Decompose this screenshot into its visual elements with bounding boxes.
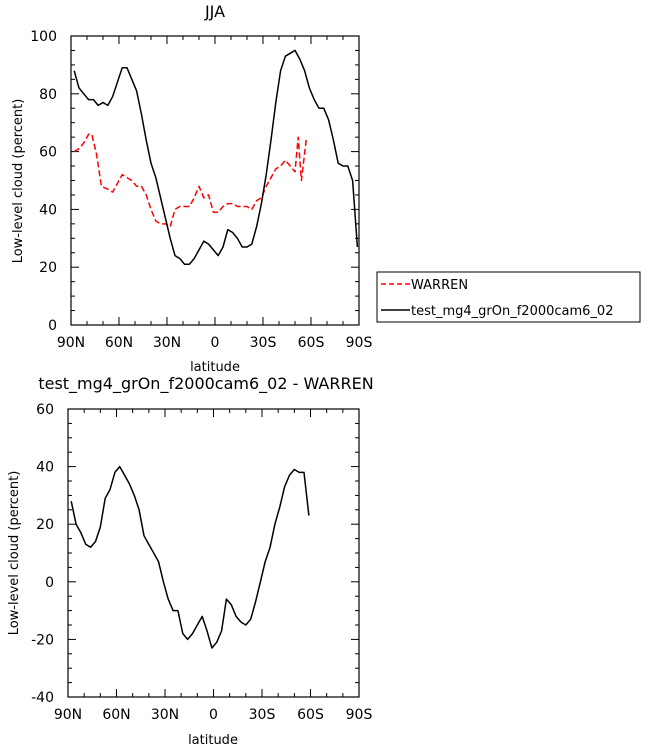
chart-bottom-ytick-label: 0 [45, 575, 54, 591]
chart-bottom-xtick-label: 90S [346, 707, 373, 723]
chart-top-xtick-label: 60N [105, 335, 133, 351]
chart-top-ytick-label: 100 [30, 29, 57, 45]
chart-bottom-xtick-label: 60N [102, 707, 130, 723]
chart-top-ytick-label: 80 [39, 87, 57, 103]
chart-top-series-line-1 [73, 49, 359, 266]
chart-bottom-xtick-label: 60S [297, 707, 324, 723]
chart-bottom-ytick-label: 40 [36, 460, 54, 476]
chart-top-ytick-label: 60 [39, 145, 57, 161]
chart-top-xtick-label: 60S [298, 335, 325, 351]
chart-bottom-xtick-label: 90N [54, 707, 82, 723]
chart-bottom-xtick-label: 30S [249, 707, 276, 723]
chart-top-xtick-label: 90N [57, 335, 85, 351]
chart-bottom-series-line-0 [70, 465, 310, 649]
chart-top-xlabel: latitude [190, 360, 240, 375]
chart-top-ytick-label: 0 [48, 318, 57, 334]
chart-bottom-xtick-label: 30N [151, 707, 179, 723]
chart-top-ylabel: Low-level cloud (percent) [11, 99, 26, 264]
chart-bottom-title: test_mg4_grOn_f2000cam6_02 - WARREN [38, 374, 373, 394]
chart-bottom-ytick-label: 20 [36, 517, 54, 533]
chart-top-series-line-0 [73, 133, 307, 228]
chart-top-legend: WARREN test_mg4_grOn_f2000cam6_02 [376, 271, 641, 323]
legend-label-model: test_mg4_grOn_f2000cam6_02 [411, 304, 613, 319]
chart-top-plot-frame [70, 35, 360, 326]
chart-bottom-ytick-label: -20 [31, 632, 54, 648]
chart-top-series [73, 49, 359, 266]
chart-top-ytick-label: 40 [39, 202, 57, 218]
legend-label-warren: WARREN [411, 278, 468, 293]
chart-bottom-plot-frame [67, 408, 360, 698]
chart-top-xtick-label: 30N [153, 335, 181, 351]
chart-bottom-ylabel: Low-level cloud (percent) [7, 471, 22, 636]
chart-bottom-series [70, 465, 310, 649]
chart-top-xtick-label: 30S [250, 335, 277, 351]
chart-top-title: JJA [204, 2, 225, 21]
legend-box [376, 271, 641, 323]
chart-top-jja: JJA 90N 60N 30N 0 30S 60S 90S 0 20 40 60 80 100 lati… [11, 2, 641, 375]
chart-bottom-ticks: 90N 60N 30N 0 30S 60S 90S -40 -20 0 20 40 60 [31, 402, 372, 723]
chart-top-ytick-label: 20 [39, 260, 57, 276]
chart-top-xtick-label: 90S [346, 335, 373, 351]
chart-bottom-xlabel: latitude [188, 733, 238, 748]
chart-bottom-ytick-label: 60 [36, 402, 54, 418]
chart-top-ticks: 90N 60N 30N 0 30S 60S 90S 0 20 40 60 80 100 [30, 29, 372, 351]
chart-bottom-difference: test_mg4_grOn_f2000cam6_02 - WARREN 90N 6… [7, 374, 374, 748]
chart-bottom-xtick-label: 0 [209, 707, 218, 723]
chart-top-xtick-label: 0 [211, 335, 220, 351]
chart-bottom-ytick-label: -40 [31, 690, 54, 706]
